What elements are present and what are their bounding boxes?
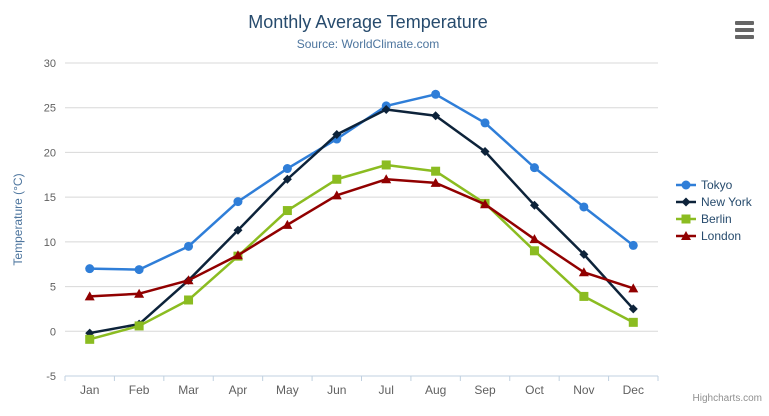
data-point-marker-triangle [381,174,392,184]
data-point-marker-square [134,321,144,331]
x-axis-label: Mar [178,383,199,397]
data-point-marker-square [184,295,194,305]
data-point-marker-diamond [529,200,539,210]
x-axis-label: Feb [129,383,150,397]
y-axis-label: 20 [44,147,56,159]
data-point-marker-circle [579,202,589,212]
legend-item-london[interactable]: London [676,227,752,244]
data-point-marker-square [431,166,441,176]
hamburger-icon [734,21,754,25]
x-axis-label: May [276,383,299,397]
legend-label: Berlin [701,211,732,226]
data-point-marker-circle [529,163,539,173]
data-point-marker-circle [628,240,638,250]
data-point-marker-diamond [282,174,292,184]
data-point-marker-diamond [480,147,490,157]
y-axis-label: -5 [46,371,56,383]
y-axis-label: 30 [44,58,56,70]
legend-label: Tokyo [701,177,733,192]
x-axis-label: Nov [573,383,594,397]
legend-item-new-york[interactable]: New York [676,193,752,210]
x-axis-label: Oct [525,383,544,397]
data-point-marker-triangle [430,177,441,187]
data-point-marker-circle [233,197,243,207]
circle-icon [676,180,696,189]
x-axis-label: Apr [229,383,248,397]
x-axis-label: Dec [623,383,644,397]
series-london [84,174,639,301]
series-line-tokyo [88,93,635,271]
series-line-new-york [88,108,635,335]
triangle-icon [676,230,696,240]
data-point-marker-triangle [183,275,194,285]
data-point-marker-square [85,334,95,344]
export-menu-button[interactable] [733,20,755,40]
data-point-marker-triangle [681,230,691,240]
legend-item-berlin[interactable]: Berlin [676,210,752,227]
hamburger-icon [734,35,754,39]
data-point-marker-triangle [134,288,145,298]
legend-label: New York [701,194,752,209]
data-point-marker-square [681,214,691,223]
y-axis-label: 25 [44,103,56,115]
data-point-marker-diamond [628,304,638,314]
data-point-marker-circle [85,264,95,274]
data-point-marker-triangle [232,250,243,260]
data-point-marker-diamond [233,225,243,235]
series-new-york [85,105,638,338]
data-point-marker-diamond [431,111,441,121]
chart-subtitle: Source: WorldClimate.com [296,37,440,51]
data-point-marker-diamond [681,197,691,206]
data-point-marker-triangle [628,283,639,293]
data-point-marker-circle [480,118,490,128]
y-axis-title: Temperature (°C) [11,173,25,265]
diamond-icon [676,197,696,206]
data-point-marker-triangle [331,190,342,200]
legend-item-tokyo[interactable]: Tokyo [676,176,752,193]
data-point-marker-square [628,317,638,327]
legend: Tokyo New York Berlin London [676,176,752,244]
chart-title: Monthly Average Temperature [248,12,488,32]
data-point-marker-triangle [480,199,491,209]
square-icon [676,214,696,223]
hamburger-icon [734,28,754,32]
y-axis-label: 5 [50,282,56,294]
data-point-marker-triangle [84,291,95,301]
data-point-marker-circle [681,180,691,189]
data-point-marker-triangle [282,219,293,229]
data-point-marker-circle [282,164,292,174]
data-point-marker-square [282,206,292,216]
series-line-london [88,178,635,298]
x-axis-label: Jun [327,383,346,397]
data-point-marker-diamond [579,249,589,259]
data-point-marker-square [381,160,391,170]
data-point-marker-square [332,174,342,184]
x-axis-label: Jan [80,383,99,397]
data-point-marker-triangle [578,267,589,277]
data-point-marker-square [529,246,539,256]
series-line-berlin [88,163,635,341]
data-point-marker-circle [431,89,441,99]
data-point-marker-triangle [529,234,540,244]
data-point-marker-square [579,291,589,301]
y-axis-label: 15 [44,192,56,204]
data-point-marker-circle [184,241,194,251]
x-axis-label: Jul [379,383,394,397]
series-tokyo [85,89,638,275]
x-axis-label: Sep [474,383,496,397]
legend-label: London [701,228,742,243]
data-point-marker-diamond [332,130,342,140]
y-axis-label: 0 [50,326,56,338]
x-axis-label: Aug [425,383,446,397]
credits-link[interactable]: Highcharts.com [692,393,762,404]
y-axis-label: 10 [44,237,56,249]
data-point-marker-circle [134,265,144,275]
data-point-marker-diamond [381,105,391,115]
